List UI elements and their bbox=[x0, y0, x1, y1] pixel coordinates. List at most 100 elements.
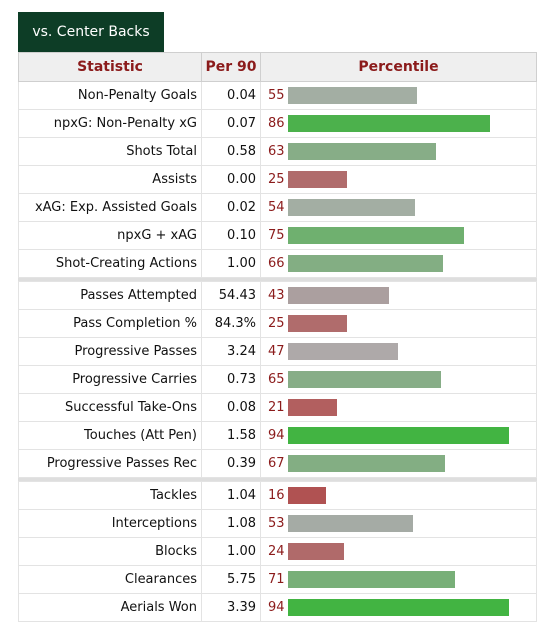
percentile-cell: 63 bbox=[260, 137, 537, 166]
percentile-cell: 94 bbox=[260, 421, 537, 450]
stat-name: Aerials Won bbox=[18, 593, 202, 622]
percentile-bar bbox=[288, 515, 413, 532]
header-per90[interactable]: Per 90 bbox=[201, 52, 261, 82]
percentile-cell: 21 bbox=[260, 393, 537, 422]
percentile-cell: 65 bbox=[260, 365, 537, 394]
per90-value: 1.08 bbox=[201, 509, 261, 538]
per90-value: 3.24 bbox=[201, 337, 261, 366]
percentile-wrap: 94 bbox=[261, 594, 536, 621]
table-row: Aerials Won 3.39 94 bbox=[18, 593, 537, 622]
stat-name: Interceptions bbox=[18, 509, 202, 538]
percentile-bar bbox=[288, 171, 347, 188]
percentile-bar bbox=[288, 255, 443, 272]
stat-name: Blocks bbox=[18, 537, 202, 566]
table-body: Non-Penalty Goals 0.04 55 npxG: Non-Penalty… bbox=[18, 81, 537, 622]
percentile-cell: 66 bbox=[260, 249, 537, 278]
percentile-bar bbox=[288, 87, 417, 104]
table-row: Tackles 1.04 16 bbox=[18, 481, 537, 510]
percentile-cell: 75 bbox=[260, 221, 537, 250]
table-row: Progressive Carries 0.73 65 bbox=[18, 365, 537, 394]
percentile-wrap: 54 bbox=[261, 194, 536, 221]
percentile-wrap: 25 bbox=[261, 310, 536, 337]
percentile-bar bbox=[288, 143, 436, 160]
percentile-value: 21 bbox=[268, 400, 285, 415]
stat-name: Progressive Carries bbox=[18, 365, 202, 394]
per90-value: 54.43 bbox=[201, 281, 261, 310]
percentile-cell: 55 bbox=[260, 81, 537, 110]
percentile-wrap: 66 bbox=[261, 250, 536, 277]
table-row: Clearances 5.75 71 bbox=[18, 565, 537, 594]
percentile-wrap: 16 bbox=[261, 482, 536, 509]
tab-vs-center-backs[interactable]: vs. Center Backs bbox=[18, 12, 164, 52]
stat-name: Progressive Passes bbox=[18, 337, 202, 366]
percentile-bar bbox=[288, 543, 344, 560]
stat-name: xAG: Exp. Assisted Goals bbox=[18, 193, 202, 222]
percentile-value: 94 bbox=[268, 428, 285, 443]
percentile-wrap: 25 bbox=[261, 166, 536, 193]
percentile-wrap: 53 bbox=[261, 510, 536, 537]
percentile-value: 75 bbox=[268, 228, 285, 243]
table-row: Progressive Passes Rec 0.39 67 bbox=[18, 449, 537, 478]
percentile-bar bbox=[288, 427, 509, 444]
percentile-cell: 25 bbox=[260, 309, 537, 338]
percentile-bar bbox=[288, 199, 415, 216]
table-row: Pass Completion % 84.3% 25 bbox=[18, 309, 537, 338]
percentile-bar bbox=[288, 571, 455, 588]
percentile-value: 94 bbox=[268, 600, 285, 615]
table-row: Shots Total 0.58 63 bbox=[18, 137, 537, 166]
per90-value: 84.3% bbox=[201, 309, 261, 338]
table-row: Blocks 1.00 24 bbox=[18, 537, 537, 566]
per90-value: 1.58 bbox=[201, 421, 261, 450]
percentile-wrap: 75 bbox=[261, 222, 536, 249]
table-row: npxG: Non-Penalty xG 0.07 86 bbox=[18, 109, 537, 138]
stat-name: npxG: Non-Penalty xG bbox=[18, 109, 202, 138]
per90-value: 1.00 bbox=[201, 537, 261, 566]
per90-value: 1.04 bbox=[201, 481, 261, 510]
percentile-cell: 86 bbox=[260, 109, 537, 138]
percentile-table: Statistic Per 90 Percentile Non-Penalty … bbox=[18, 52, 537, 622]
percentile-bar bbox=[288, 115, 490, 132]
per90-value: 0.07 bbox=[201, 109, 261, 138]
per90-value: 0.04 bbox=[201, 81, 261, 110]
percentile-value: 54 bbox=[268, 200, 285, 215]
stat-name: Clearances bbox=[18, 565, 202, 594]
per90-value: 0.08 bbox=[201, 393, 261, 422]
table-row: Progressive Passes 3.24 47 bbox=[18, 337, 537, 366]
percentile-value: 66 bbox=[268, 256, 285, 271]
percentile-cell: 67 bbox=[260, 449, 537, 478]
percentile-bar bbox=[288, 399, 337, 416]
percentile-value: 47 bbox=[268, 344, 285, 359]
per90-value: 0.00 bbox=[201, 165, 261, 194]
percentile-bar bbox=[288, 487, 326, 504]
percentile-cell: 53 bbox=[260, 509, 537, 538]
percentile-value: 71 bbox=[268, 572, 285, 587]
per90-value: 1.00 bbox=[201, 249, 261, 278]
percentile-cell: 71 bbox=[260, 565, 537, 594]
per90-value: 0.58 bbox=[201, 137, 261, 166]
per90-value: 5.75 bbox=[201, 565, 261, 594]
stat-name: Progressive Passes Rec bbox=[18, 449, 202, 478]
table-row: npxG + xAG 0.10 75 bbox=[18, 221, 537, 250]
per90-value: 0.73 bbox=[201, 365, 261, 394]
table-row: Touches (Att Pen) 1.58 94 bbox=[18, 421, 537, 450]
percentile-value: 86 bbox=[268, 116, 285, 131]
percentile-cell: 54 bbox=[260, 193, 537, 222]
stat-name: Passes Attempted bbox=[18, 281, 202, 310]
percentile-cell: 47 bbox=[260, 337, 537, 366]
stat-name: Tackles bbox=[18, 481, 202, 510]
percentile-value: 25 bbox=[268, 316, 285, 331]
stat-name: Touches (Att Pen) bbox=[18, 421, 202, 450]
percentile-value: 63 bbox=[268, 144, 285, 159]
header-percentile[interactable]: Percentile bbox=[260, 52, 537, 82]
table-row: Successful Take-Ons 0.08 21 bbox=[18, 393, 537, 422]
per90-value: 3.39 bbox=[201, 593, 261, 622]
percentile-bar bbox=[288, 371, 441, 388]
percentile-cell: 16 bbox=[260, 481, 537, 510]
percentile-value: 55 bbox=[268, 88, 285, 103]
stat-name: Assists bbox=[18, 165, 202, 194]
percentile-bar bbox=[288, 315, 347, 332]
percentile-value: 67 bbox=[268, 456, 285, 471]
header-statistic[interactable]: Statistic bbox=[18, 52, 202, 82]
percentile-wrap: 55 bbox=[261, 82, 536, 109]
percentile-wrap: 94 bbox=[261, 422, 536, 449]
